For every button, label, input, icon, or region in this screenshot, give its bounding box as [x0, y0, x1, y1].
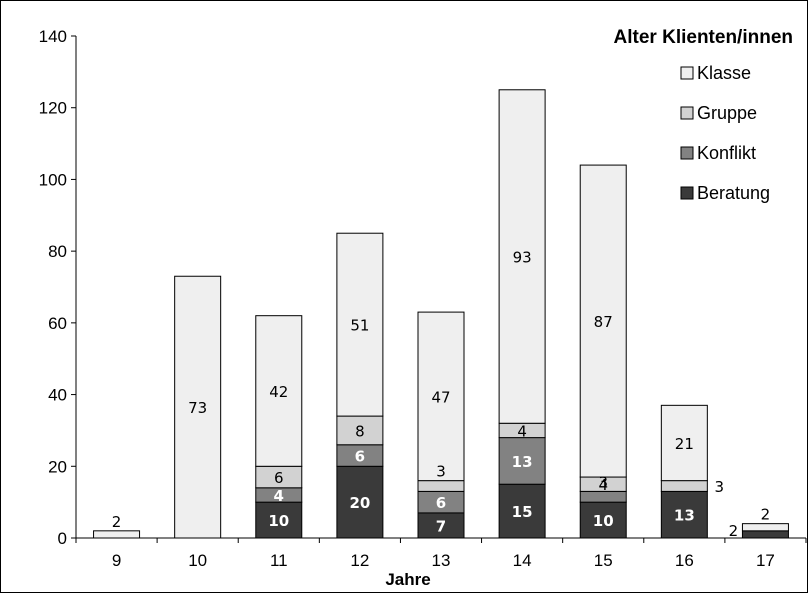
y-tick-label: 140	[39, 27, 67, 46]
bar-segment-beratung	[741, 530, 789, 539]
bars	[93, 89, 789, 539]
x-tick-label: 11	[270, 551, 288, 570]
x-tick-label: 10	[188, 551, 207, 570]
data-label: 2	[761, 506, 771, 524]
bar-segment-klasse	[93, 530, 141, 539]
data-label: 10	[268, 512, 289, 530]
data-label: 51	[350, 317, 369, 335]
x-tick-label: 13	[432, 551, 451, 570]
data-label: 4	[274, 487, 284, 505]
bar-segment-beratung	[417, 512, 465, 539]
data-label: 6	[355, 448, 365, 466]
bar-segment-konflikt	[498, 437, 546, 485]
data-label: 21	[675, 435, 694, 453]
bar-segment-klasse	[498, 89, 546, 424]
data-label: 4	[598, 476, 608, 494]
y-tick-label: 0	[58, 529, 67, 548]
data-label: 3	[436, 463, 446, 481]
legend-swatch-gruppe	[680, 106, 694, 120]
bar-segment-klasse	[336, 232, 384, 417]
chart-title: Alter Klienten/innen	[614, 27, 793, 48]
data-label: 42	[269, 383, 288, 401]
legend: Klasse Gruppe Konflikt Beratung	[680, 63, 770, 203]
y-tick-label: 100	[39, 170, 67, 189]
data-label: 3	[598, 473, 608, 491]
data-label: 93	[513, 249, 532, 267]
bar-segment-beratung	[579, 501, 627, 539]
data-label: 2	[729, 522, 739, 540]
data-label: 10	[593, 512, 614, 530]
data-label: 73	[188, 399, 207, 417]
x-tick-label: 14	[513, 551, 532, 570]
x-axis-title: Jahre	[385, 570, 430, 589]
bar-segment-gruppe	[660, 480, 708, 492]
data-label: 6	[436, 494, 446, 512]
legend-label-gruppe: Gruppe	[697, 103, 757, 123]
data-label: 3	[715, 478, 725, 496]
y-tick-label: 20	[48, 457, 67, 476]
data-label: 87	[594, 313, 613, 331]
bar-segment-gruppe	[336, 415, 384, 446]
bar-segment-gruppe	[417, 480, 465, 492]
y-tick-label: 120	[39, 99, 67, 118]
legend-swatch-beratung	[680, 186, 694, 200]
data-label: 2	[112, 513, 122, 531]
y-tick-label: 60	[48, 314, 67, 333]
bar-segment-klasse	[660, 404, 708, 482]
legend-label-klasse: Klasse	[697, 63, 751, 83]
bar-segment-klasse	[579, 164, 627, 478]
bar-segment-klasse	[255, 315, 303, 467]
x-tick-label: 15	[594, 551, 613, 570]
data-label: 8	[355, 422, 365, 440]
data-label: 47	[431, 388, 450, 406]
data-label: 15	[512, 503, 533, 521]
data-label: 4	[517, 422, 527, 440]
data-label: 13	[512, 453, 533, 471]
y-tick-label: 80	[48, 242, 67, 261]
data-label: 6	[274, 469, 284, 487]
x-tick-label: 16	[675, 551, 694, 570]
legend-label-konflikt: Konflikt	[697, 143, 756, 163]
y-tick-label: 40	[48, 386, 67, 405]
bar-segment-klasse	[417, 311, 465, 482]
bar-segment-klasse	[741, 523, 789, 532]
bar-segment-beratung	[498, 483, 546, 539]
legend-label-beratung: Beratung	[697, 183, 770, 203]
data-label: 13	[674, 507, 695, 525]
legend-swatch-konflikt	[680, 146, 694, 160]
bar-segment-klasse	[174, 275, 222, 539]
x-tick-label: 17	[756, 551, 775, 570]
data-label: 7	[436, 517, 446, 535]
axes: 0 20 40 60 80 100 120 140 9 10 11 12 13 14 15 16 17	[39, 27, 807, 570]
data-label: 20	[349, 494, 370, 512]
x-tick-label: 12	[350, 551, 369, 570]
x-tick-label: 9	[112, 551, 121, 570]
bar-segment-beratung	[336, 465, 384, 539]
legend-swatch-klasse	[680, 66, 694, 80]
